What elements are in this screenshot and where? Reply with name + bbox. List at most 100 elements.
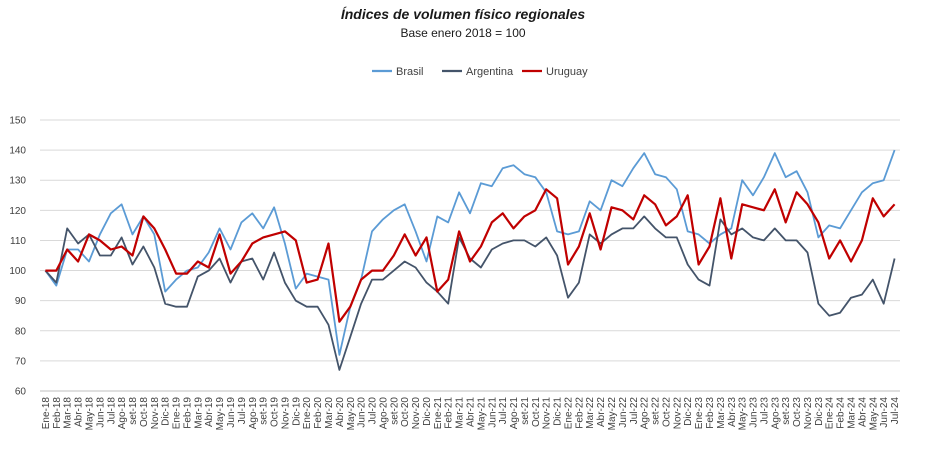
x-tick-label: Ago-23 [770, 397, 781, 430]
x-tick-label: Feb-23 [705, 397, 716, 429]
x-tick-label: Abr-20 [335, 397, 346, 427]
x-tick-label: Jun-20 [357, 397, 368, 428]
x-tick-label: Mar-22 [585, 397, 596, 429]
x-tick-label: Mar-20 [324, 397, 335, 429]
x-tick-label: May-18 [84, 397, 95, 431]
x-tick-label: Nov-18 [150, 397, 161, 430]
x-tick-label: Ago-18 [117, 397, 128, 430]
x-tick-label: Oct-22 [661, 397, 672, 427]
x-tick-label: Jul-18 [106, 397, 117, 425]
x-tick-label: Feb-22 [574, 397, 585, 429]
x-tick-label: Oct-18 [139, 397, 150, 427]
x-tick-label: Ago-20 [378, 397, 389, 430]
x-tick-label: set-23 [781, 397, 792, 425]
x-tick-label: May-21 [476, 397, 487, 431]
x-tick-label: Jul-24 [890, 397, 901, 425]
x-tick-label: Jun-23 [749, 397, 760, 428]
x-tick-label: May-23 [738, 397, 749, 431]
series-line-brasil [44, 149, 896, 356]
chart-subtitle: Base enero 2018 = 100 [400, 26, 526, 40]
x-tick-label: Jun-18 [95, 397, 106, 428]
x-tick-label: Oct-20 [400, 397, 411, 427]
x-tick-label: Mar-24 [847, 397, 858, 429]
x-tick-label: Mar-23 [716, 397, 727, 429]
x-tick-label: set-22 [651, 397, 662, 425]
x-tick-label: Feb-20 [313, 397, 324, 429]
y-tick-label: 130 [9, 176, 26, 187]
x-tick-label: Jun-21 [487, 397, 498, 428]
x-tick-label: May-20 [346, 397, 357, 431]
x-tick-label: Ene-19 [172, 397, 183, 430]
x-axis: Ene-18 Feb-18 Mar-18 Abr-18 May-18 Jun-18 Jul-… [40, 390, 901, 431]
x-tick-label: Jun-19 [226, 397, 237, 428]
chart-title: Índices de volumen físico regionales [340, 6, 586, 22]
x-tick-label: Feb-24 [836, 397, 847, 429]
x-tick-label: Dic-23 [814, 397, 825, 426]
x-tick-label: Oct-23 [792, 397, 803, 427]
legend-label: Uruguay [546, 66, 588, 78]
x-tick-label: Ene-18 [41, 397, 52, 430]
x-tick-label: Feb-19 [182, 397, 193, 429]
x-tick-label: Mar-19 [193, 397, 204, 429]
y-tick-label: 150 [9, 116, 26, 127]
legend-label: Brasil [396, 66, 424, 78]
legend: Brasil Argentina Uruguay [372, 66, 588, 78]
x-tick-label: set-19 [259, 397, 270, 425]
x-tick-label: Dic-19 [291, 397, 302, 426]
x-tick-label: Jul-22 [629, 397, 640, 425]
x-tick-label: Nov-19 [280, 397, 291, 430]
y-axis: 60 70 80 90 100 110 120 130 140 150 [9, 116, 26, 398]
x-tick-label: Nov-22 [672, 397, 683, 430]
y-tick-label: 70 [15, 356, 27, 367]
y-tick-label: 80 [15, 326, 27, 337]
y-tick-label: 100 [9, 266, 26, 277]
x-tick-label: Ene-21 [433, 397, 444, 430]
y-tick-label: 110 [10, 236, 26, 247]
y-tick-label: 120 [9, 206, 26, 217]
x-tick-label: Abr-24 [857, 397, 868, 427]
x-tick-label: Nov-20 [411, 397, 422, 430]
grid [40, 119, 900, 392]
x-tick-label: Jul-19 [237, 397, 248, 425]
x-tick-label: Mar-21 [455, 397, 466, 429]
x-tick-label: Nov-21 [542, 397, 553, 430]
x-tick-label: Dic-22 [683, 397, 694, 426]
x-tick-label: Jun-24 [879, 397, 890, 428]
x-tick-label: Dic-21 [553, 397, 564, 426]
x-tick-label: Mar-18 [63, 397, 74, 429]
x-tick-label: Ene-23 [694, 397, 705, 430]
x-tick-label: May-22 [607, 397, 618, 431]
x-tick-label: Jul-23 [759, 397, 770, 425]
x-tick-label: Feb-18 [52, 397, 63, 429]
x-tick-label: Nov-23 [803, 397, 814, 430]
x-tick-label: May-19 [215, 397, 226, 431]
x-tick-label: May-24 [868, 397, 879, 431]
x-tick-label: Jul-20 [368, 397, 379, 425]
x-tick-label: Abr-18 [74, 397, 85, 427]
series-line-argentina [44, 215, 896, 371]
y-tick-label: 140 [9, 146, 26, 157]
x-tick-label: set-20 [389, 397, 400, 425]
x-tick-label: Dic-20 [422, 397, 433, 426]
x-tick-label: Ene-22 [563, 397, 574, 430]
x-tick-label: Ene-24 [825, 397, 836, 430]
y-tick-label: 90 [15, 296, 27, 307]
x-tick-label: Oct-19 [270, 397, 281, 427]
x-tick-label: Abr-22 [596, 397, 607, 427]
x-tick-label: Ago-21 [509, 397, 520, 430]
x-tick-label: Ago-19 [248, 397, 259, 430]
x-tick-label: Feb-21 [444, 397, 455, 429]
x-tick-label: Oct-21 [531, 397, 542, 427]
y-tick-label: 60 [15, 387, 27, 398]
x-tick-label: Abr-21 [466, 397, 477, 427]
x-tick-label: Dic-18 [161, 397, 172, 426]
x-tick-label: set-21 [520, 397, 531, 425]
x-tick-label: Jul-21 [498, 397, 509, 425]
legend-label: Argentina [466, 66, 514, 78]
x-tick-label: Abr-23 [727, 397, 738, 427]
series-lines [44, 149, 896, 371]
x-tick-label: Abr-19 [204, 397, 215, 427]
x-tick-label: Ene-20 [302, 397, 313, 430]
series-line-uruguay [45, 188, 896, 323]
